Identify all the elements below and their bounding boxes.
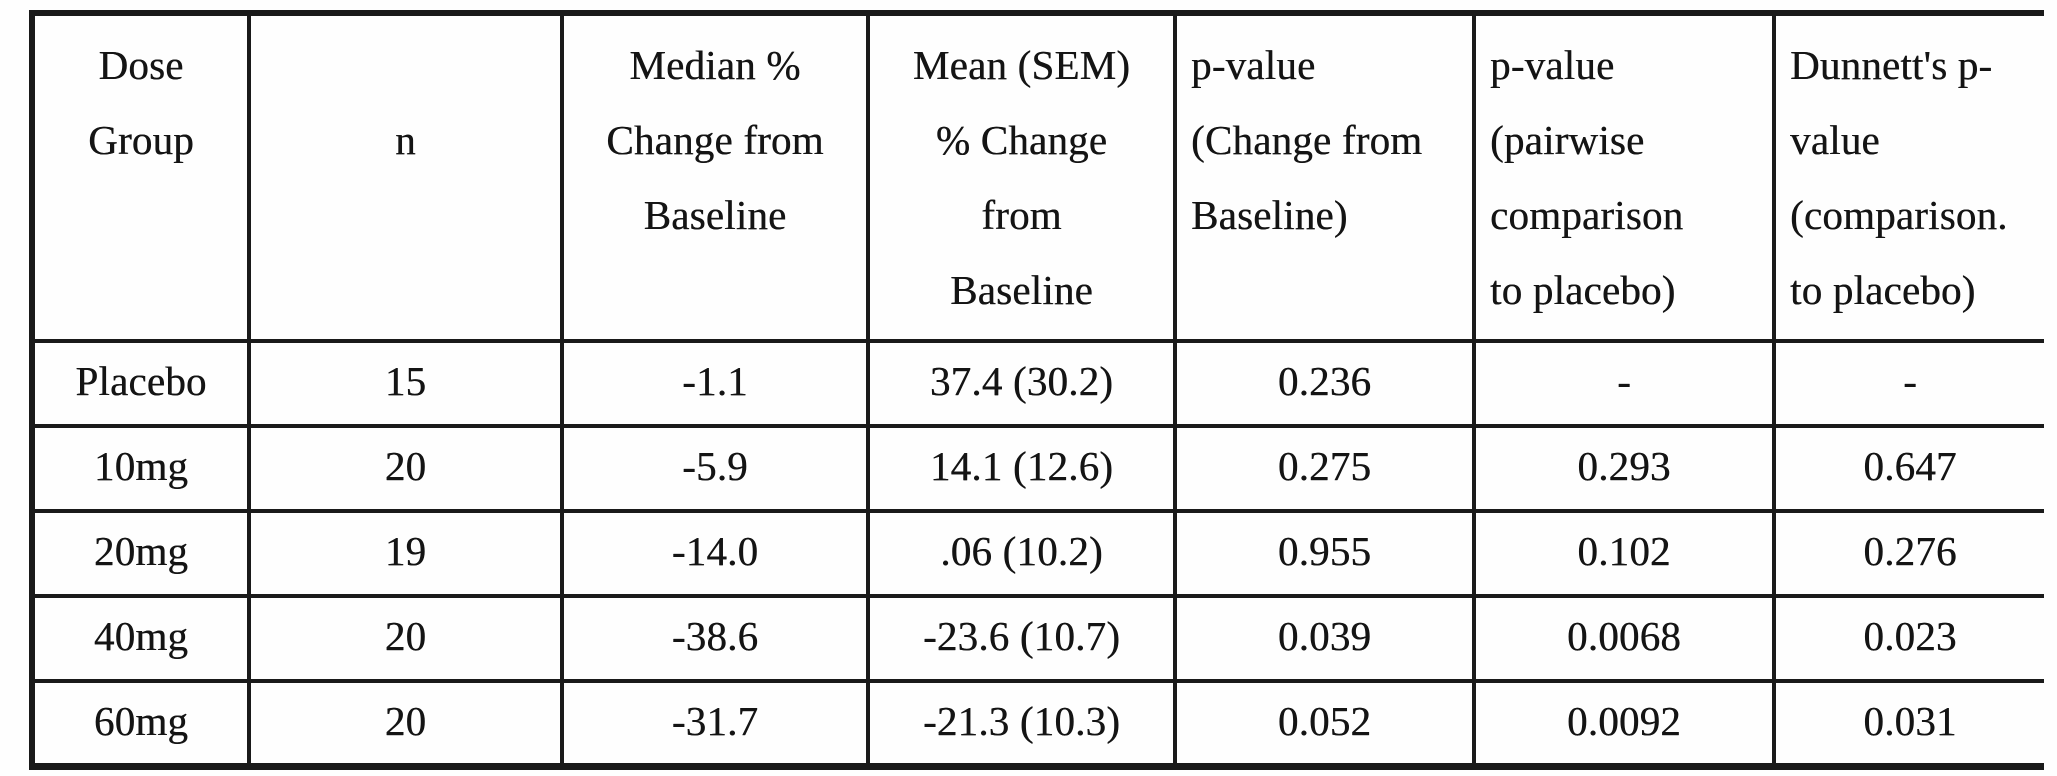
table-cell-p-value-pairwise: 0.0068 [1472,594,1776,683]
table-cell-median-pct-change: -1.1 [560,339,870,428]
column-header-p-value-pairwise: p-value (pairwise comparison to placebo) [1472,10,1776,343]
column-header-line: Dunnett's p- [1790,42,1993,88]
column-header-line: n [395,117,416,163]
table-row-10mg: 10mg 20 -5.9 14.1 (12.6) 0.275 0.293 0.647 [29,424,2044,513]
column-header-dose-group: Dose Group [29,10,251,343]
column-header-line: Baseline) [1191,192,1348,238]
table-cell-mean-sem-pct-change: -23.6 (10.7) [866,594,1177,683]
table-cell-n: 20 [247,594,564,683]
column-header-line: value [1790,117,1880,163]
table-body: Placebo 15 -1.1 37.4 (30.2) 0.236- -10mg 20 -5.… [29,339,2044,770]
table-cell-n: 20 [247,424,564,513]
column-header-line: % Change [935,117,1108,163]
dose-response-results-table: Dose Group n Median % Change from Baseline Mea… [29,10,2044,770]
table-cell-dunnetts-p-value: 0.276 [1772,509,2044,598]
table-row-placebo: Placebo 15 -1.1 37.4 (30.2) 0.236- - [29,339,2044,428]
column-header-line: to placebo) [1490,267,1676,313]
column-header-median-pct-change: Median % Change from Baseline [560,10,870,343]
column-header-p-value-change: p-value (Change from Baseline) [1173,10,1476,343]
table-cell-dunnetts-p-value: 0.023 [1772,594,2044,683]
column-header-line: Group [88,117,194,163]
column-header-dunnetts-p-value: Dunnett's p-value (comparison. to placebo) [1772,10,2044,343]
column-header-line: (comparison. [1790,192,2008,238]
table-cell-n: 15 [247,339,564,428]
table-row-20mg: 20mg 19 -14.0.06 (10.2) 0.955 0.102 0.276 [29,509,2044,598]
column-header-line: Change from [606,117,824,163]
table-cell-mean-sem-pct-change: 37.4 (30.2) [866,339,1177,428]
table-header: Dose Group n Median % Change from Baseline Mea… [29,10,2044,343]
table-cell-p-value-pairwise: 0.102 [1472,509,1776,598]
column-header-line: Median % [629,42,801,88]
column-header-line: comparison [1490,192,1684,238]
table-cell-dunnetts-p-value: 0.647 [1772,424,2044,513]
column-header-line: Baseline [643,192,787,238]
column-header-line: Baseline [950,267,1093,313]
table-cell-dunnetts-p-value: - [1772,339,2044,428]
table-cell-dose-group: Placebo [29,339,251,428]
column-header-line: p-value [1490,42,1615,88]
column-header-line: Mean (SEM) [912,42,1131,88]
table-cell-p-value-pairwise: 0.0092 [1472,679,1776,770]
table-cell-p-value-change: 0.052 [1173,679,1476,770]
table-cell-median-pct-change: -5.9 [560,424,870,513]
table-cell-p-value-change: 0.275 [1173,424,1476,513]
table-cell-dose-group: 10mg [29,424,251,513]
table-cell-dose-group: 20mg [29,509,251,598]
table-cell-p-value-pairwise: 0.293 [1472,424,1776,513]
table-cell-n: 19 [247,509,564,598]
column-header-n: n [247,10,564,343]
column-header-line: (Change from [1191,117,1423,163]
table-cell-dose-group: 40mg [29,594,251,683]
table-cell-n: 20 [247,679,564,770]
column-header-line: Dose [98,42,184,88]
column-header-line: from [981,192,1062,238]
column-header-line: p-value [1191,42,1316,88]
table-cell-p-value-pairwise: - [1472,339,1776,428]
table-cell-median-pct-change: -14.0 [560,509,870,598]
table-cell-median-pct-change: -31.7 [560,679,870,770]
table-cell-p-value-change: 0.236 [1173,339,1476,428]
table-header-row: Dose Group n Median % Change from Baseline Mea… [29,10,2044,343]
table-cell-mean-sem-pct-change: 14.1 (12.6) [866,424,1177,513]
column-header-line: (pairwise [1490,117,1645,163]
table-cell-median-pct-change: -38.6 [560,594,870,683]
table-cell-dunnetts-p-value: 0.031 [1772,679,2044,770]
table-cell-p-value-change: 0.955 [1173,509,1476,598]
table-row-40mg: 40mg 20 -38.6 -23.6 (10.7) 0.039 0.0068 0.023 [29,594,2044,683]
table-cell-dose-group: 60mg [29,679,251,770]
column-header-line: to placebo) [1790,267,1976,313]
table-cell-mean-sem-pct-change: .06 (10.2) [866,509,1177,598]
table-cell-mean-sem-pct-change: -21.3 (10.3) [866,679,1177,770]
table-row-60mg: 60mg 20 -31.7 -21.3 (10.3) 0.052 0.0092 0.031 [29,679,2044,770]
column-header-mean-sem-pct-change: Mean (SEM) % Change from Baseline [866,10,1177,343]
table-cell-p-value-change: 0.039 [1173,594,1476,683]
